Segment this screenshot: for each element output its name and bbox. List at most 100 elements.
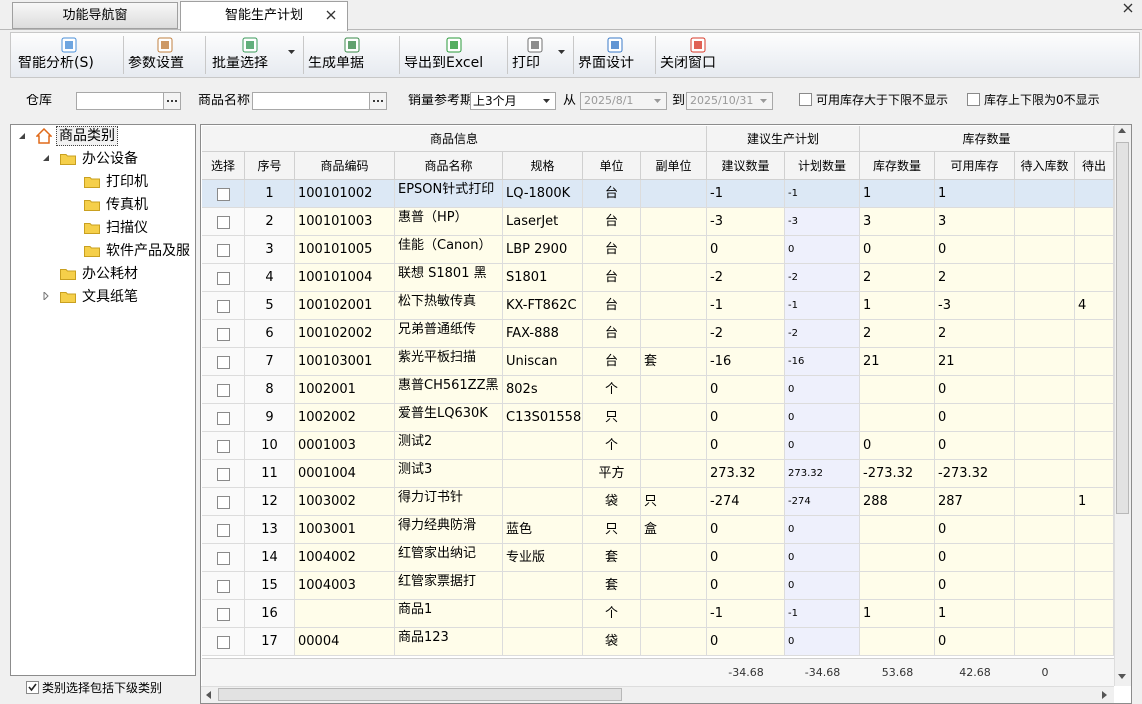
window-close[interactable]: [1123, 3, 1133, 13]
checkbox[interactable]: [217, 636, 230, 649]
table-cell: 287: [935, 488, 1015, 516]
h-scroll-thumb[interactable]: [218, 688, 622, 701]
checkbox[interactable]: [217, 608, 230, 621]
tree-node[interactable]: 传真机: [106, 197, 148, 213]
checkbox[interactable]: [217, 216, 230, 229]
checkbox[interactable]: [217, 412, 230, 425]
table-cell: [1075, 264, 1114, 292]
table-cell: [641, 236, 707, 264]
table-cell: 惠普CH561ZZ黑: [395, 376, 503, 404]
group-header: 库存数量: [860, 126, 1114, 152]
table-cell: [1075, 628, 1114, 656]
table-cell: 台: [583, 264, 641, 292]
column-header: 待入库数: [1015, 152, 1075, 180]
checkbox[interactable]: [217, 580, 230, 593]
table-cell: 100102001: [295, 292, 395, 320]
table-cell: -2: [707, 320, 785, 348]
totals-row: [202, 658, 1114, 686]
table-cell: [641, 320, 707, 348]
checkbox[interactable]: [217, 468, 230, 481]
filter-label: 从: [563, 94, 577, 107]
checkbox[interactable]: [217, 244, 230, 257]
input[interactable]: [76, 92, 164, 110]
table-cell: [860, 376, 935, 404]
table-cell: [1015, 460, 1075, 488]
table-cell: [1075, 460, 1114, 488]
checkbox[interactable]: [217, 356, 230, 369]
table-cell: 个: [583, 376, 641, 404]
dropdown-arrow[interactable]: [558, 50, 565, 55]
tree-node[interactable]: 办公耗材: [82, 266, 138, 282]
table-cell: [1075, 208, 1114, 236]
table-cell: 1003001: [295, 516, 395, 544]
checkbox[interactable]: [217, 552, 230, 565]
table-cell: 4: [245, 264, 295, 292]
table-cell: -2: [785, 320, 860, 348]
table-cell: 台: [583, 348, 641, 376]
table-cell: 0: [785, 516, 860, 544]
toolbar-separator: [655, 36, 656, 74]
table-cell: 1: [860, 292, 935, 320]
table-cell: 松下热敏传真: [395, 292, 503, 320]
tree-node[interactable]: 扫描仪: [106, 220, 148, 236]
select[interactable]: 上3个月: [470, 92, 556, 110]
checkbox[interactable]: [217, 272, 230, 285]
tree-node[interactable]: 软件产品及服: [106, 243, 190, 259]
toolbar-icon: [344, 37, 360, 53]
table-cell: 1: [935, 600, 1015, 628]
filter-label: 商品名称: [198, 94, 251, 107]
date-input[interactable]: 2025/10/31: [686, 92, 773, 110]
checkbox[interactable]: [799, 93, 812, 106]
checkbox[interactable]: [217, 524, 230, 537]
dropdown-arrow[interactable]: [543, 99, 550, 104]
dropdown-arrow[interactable]: [654, 99, 661, 104]
checkbox[interactable]: [217, 300, 230, 313]
checkbox[interactable]: [217, 440, 230, 453]
scroll-arrow[interactable]: [1118, 674, 1126, 680]
ellipsis-button[interactable]: [163, 92, 181, 110]
table-cell: [641, 432, 707, 460]
checkbox[interactable]: [217, 496, 230, 509]
v-scroll-thumb[interactable]: [1116, 142, 1129, 514]
table-cell: 21: [935, 348, 1015, 376]
filter-label: 销量参考期: [408, 94, 474, 107]
tab-active[interactable]: 智能生产计划: [180, 1, 348, 31]
tree-expander[interactable]: [42, 154, 50, 162]
checkbox[interactable]: [967, 93, 980, 106]
tree-expander[interactable]: [42, 292, 50, 300]
table-cell: -3: [935, 292, 1015, 320]
checkbox-label: 可用库存大于下限不显示: [816, 94, 949, 106]
checkbox[interactable]: [217, 188, 230, 201]
tree-node[interactable]: 文具纸笔: [82, 289, 138, 305]
table-cell: [1015, 544, 1075, 572]
tree-node[interactable]: 办公设备: [82, 151, 138, 167]
scroll-arrow[interactable]: [206, 691, 212, 699]
scroll-arrow[interactable]: [1118, 128, 1126, 134]
tree-expander[interactable]: [18, 132, 26, 140]
tree-root[interactable]: 商品类别: [56, 126, 118, 146]
input[interactable]: [252, 92, 370, 110]
table-cell: [1075, 432, 1114, 460]
table-cell: 11: [245, 460, 295, 488]
table-cell: 台: [583, 236, 641, 264]
table-cell: 273.32: [707, 460, 785, 488]
checkbox[interactable]: [217, 384, 230, 397]
checkbox[interactable]: [217, 328, 230, 341]
table-cell: 个: [583, 432, 641, 460]
tree-panel: [10, 124, 196, 676]
table-cell: [641, 376, 707, 404]
table-cell: [641, 628, 707, 656]
table-cell: 0: [785, 628, 860, 656]
tab[interactable]: 功能导航窗: [12, 2, 178, 29]
table-cell: Uniscan: [503, 348, 583, 376]
dropdown-arrow[interactable]: [288, 50, 295, 55]
date-input[interactable]: 2025/8/1: [580, 92, 667, 110]
scroll-arrow[interactable]: [1102, 691, 1108, 699]
table-cell: [202, 460, 245, 488]
ellipsis-button[interactable]: [369, 92, 387, 110]
tree-node[interactable]: 打印机: [106, 174, 148, 190]
dropdown-arrow[interactable]: [760, 99, 767, 104]
tab-close[interactable]: [326, 10, 336, 20]
table-cell: 2: [860, 264, 935, 292]
table-cell: 0: [707, 628, 785, 656]
